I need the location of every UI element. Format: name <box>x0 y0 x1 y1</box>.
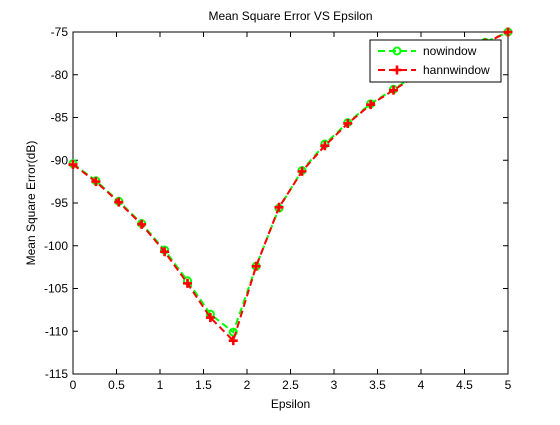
data-point-hannwindow <box>228 336 238 346</box>
data-point-hannwindow <box>160 247 170 257</box>
data-point-hannwindow <box>503 27 513 37</box>
data-point-hannwindow <box>137 219 147 229</box>
data-point-hannwindow <box>205 313 215 323</box>
legend: nowindow hannwindow <box>369 39 502 83</box>
data-point-hannwindow <box>366 100 376 110</box>
y-tick-label: -95 <box>51 196 69 210</box>
y-tick-label: -85 <box>51 111 69 125</box>
data-point-hannwindow <box>389 85 399 95</box>
data-point-hannwindow <box>114 197 124 207</box>
y-tick-label: -105 <box>44 282 68 296</box>
x-tick-label: 0.5 <box>108 378 125 392</box>
legend-marker-hannwindow <box>392 65 402 75</box>
x-tick-label: 3 <box>331 378 338 392</box>
y-tick-label: -75 <box>51 25 69 39</box>
x-tick-label: 5 <box>505 378 512 392</box>
y-tick-label: -80 <box>51 68 69 82</box>
x-tick-label: 1.5 <box>195 378 212 392</box>
data-point-hannwindow <box>274 202 284 212</box>
y-tick-label: -110 <box>45 324 68 338</box>
chart-title: Mean Square Error VS Epsilon <box>208 9 372 23</box>
data-point-hannwindow <box>343 118 353 128</box>
x-tick-label: 4 <box>418 378 425 392</box>
data-point-hannwindow <box>297 166 307 176</box>
axes-box <box>72 31 509 375</box>
y-tick-label: -115 <box>45 367 68 381</box>
x-tick-label: 3.5 <box>369 378 386 392</box>
legend-marker-nowindow <box>392 46 402 56</box>
x-tick-label: 0 <box>70 378 77 392</box>
legend-label-hannwindow: hannwindow <box>423 63 490 77</box>
x-axis-label: Epsilon <box>271 397 310 411</box>
legend-box <box>369 39 502 83</box>
x-tick-label: 2.5 <box>282 378 299 392</box>
x-tick-label: 2 <box>244 378 251 392</box>
y-tick-label: -90 <box>51 153 69 167</box>
data-point-hannwindow <box>320 141 330 151</box>
data-point-hannwindow <box>91 177 101 187</box>
data-point-hannwindow <box>68 160 78 170</box>
plot-area: 0 0.5 1 1.5 2 2.5 3 3.5 4 4.5 5 -115 -110 -105 -100 -95… <box>44 25 513 392</box>
y-axis-label: Mean Square Error(dB) <box>24 141 38 266</box>
x-tick-label: 1 <box>157 378 164 392</box>
data-point-hannwindow <box>182 278 192 288</box>
data-point-hannwindow <box>251 261 261 271</box>
legend-label-nowindow: nowindow <box>423 44 477 58</box>
x-tick-label: 4.5 <box>456 378 473 392</box>
y-tick-label: -100 <box>44 239 68 253</box>
